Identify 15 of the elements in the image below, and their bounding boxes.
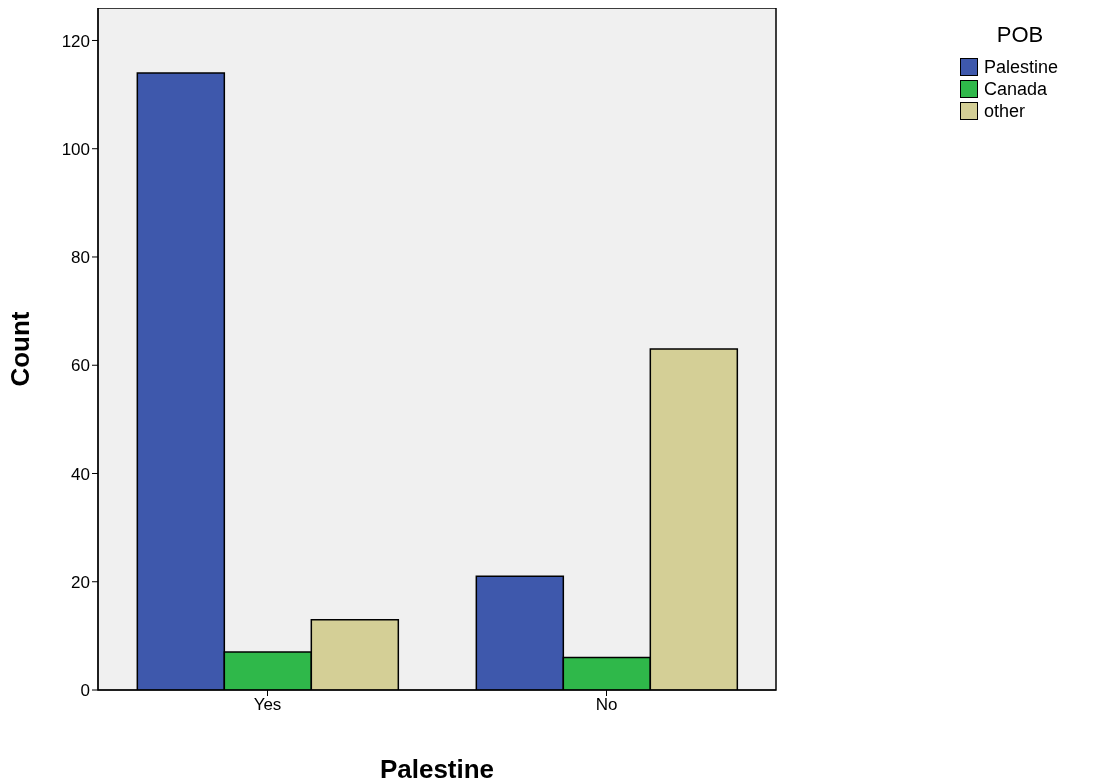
legend-label: Canada (984, 78, 1048, 100)
y-tick-label: 40 (71, 464, 90, 484)
legend-title: POB (995, 22, 1045, 48)
y-tick-label: 120 (61, 31, 90, 51)
legend-label: other (984, 100, 1026, 122)
y-tick-label: 60 (71, 356, 90, 376)
y-tick-label: 20 (71, 572, 90, 592)
y-tick-label: 0 (80, 681, 90, 701)
x-tick-label: No (595, 695, 618, 715)
x-axis-title: Palestine (379, 754, 495, 780)
x-tick-label: Yes (253, 695, 282, 715)
y-tick-label: 80 (71, 248, 90, 268)
legend-label: Palestine (984, 56, 1059, 78)
y-axis-title: Count (5, 311, 36, 387)
y-tick-label: 100 (61, 139, 90, 159)
